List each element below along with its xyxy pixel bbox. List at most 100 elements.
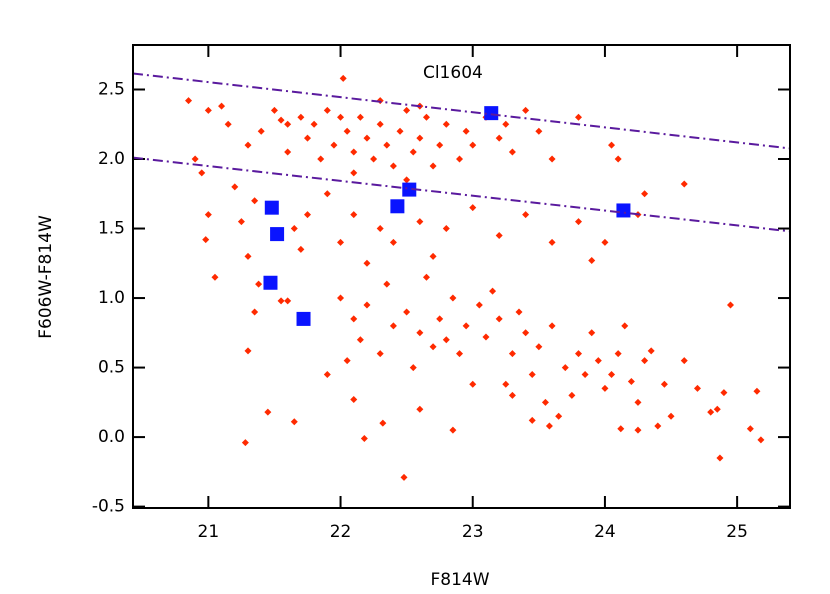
diamond-point — [244, 252, 252, 260]
diamond-point — [251, 308, 259, 316]
diamond-point — [601, 384, 609, 392]
diamond-point — [376, 350, 384, 358]
diamond-point — [508, 350, 516, 358]
diamond-point — [449, 294, 457, 302]
diamond-point — [264, 408, 272, 416]
y-tick-label: 0.5 — [98, 358, 125, 378]
diamond-point — [495, 231, 503, 239]
diamond-point — [241, 439, 249, 447]
diamond-point — [370, 155, 378, 163]
diamond-point — [508, 148, 516, 156]
diamond-point — [660, 380, 668, 388]
diamond-point — [204, 211, 212, 219]
y-tick-label: 1.5 — [98, 219, 125, 239]
diamond-point — [495, 315, 503, 323]
square-point — [296, 311, 311, 326]
diamond-point — [429, 343, 437, 351]
diamond-point — [284, 297, 292, 305]
diamond-point — [350, 169, 358, 177]
diamond-point — [237, 218, 245, 226]
square-point — [402, 182, 417, 197]
diamond-point — [290, 418, 298, 426]
diamond-point — [746, 425, 754, 433]
diamond-point — [403, 176, 411, 184]
diamond-point — [720, 389, 728, 397]
diamond-point — [581, 371, 589, 379]
diamond-point — [707, 408, 715, 416]
diamond-point — [363, 259, 371, 267]
diamond-point — [502, 380, 510, 388]
diamond-point — [535, 127, 543, 135]
diamond-point — [528, 416, 536, 424]
diamond-point — [310, 120, 318, 128]
y-axis-label: F606W-F814W — [36, 215, 56, 339]
x-tick-label: 21 — [198, 522, 220, 542]
square-point — [263, 275, 278, 290]
diamond-point — [693, 384, 701, 392]
diamond-point — [621, 322, 629, 330]
diamond-point — [389, 238, 397, 246]
diamond-point — [574, 113, 582, 121]
diamond-point — [350, 315, 358, 323]
diamond-point — [297, 113, 305, 121]
diamond-point — [356, 336, 364, 344]
diamond-point — [257, 127, 265, 135]
diamond-point — [416, 134, 424, 142]
diamond-point — [323, 190, 331, 198]
diamond-point — [416, 405, 424, 413]
diamond-point — [594, 357, 602, 365]
diamond-point — [654, 422, 662, 430]
diamond-point — [339, 74, 347, 82]
guide-line — [133, 72, 790, 150]
x-tick-label: 24 — [594, 522, 616, 542]
square-point — [484, 106, 499, 121]
diamond-point — [409, 364, 417, 372]
diamond-point — [383, 141, 391, 149]
diamond-point — [475, 301, 483, 309]
diamond-point — [251, 197, 259, 205]
diamond-point — [350, 211, 358, 219]
diamond-point — [396, 127, 404, 135]
diamond-point — [456, 350, 464, 358]
diamond-point — [634, 398, 642, 406]
diamond-point — [608, 371, 616, 379]
diamond-point — [317, 155, 325, 163]
diamond-point — [753, 387, 761, 395]
diamond-point — [389, 162, 397, 170]
y-tick-label: 0.0 — [98, 427, 125, 447]
diamond-point — [555, 412, 563, 420]
diamond-point — [574, 350, 582, 358]
x-tick-label: 22 — [330, 522, 352, 542]
diamond-point — [363, 134, 371, 142]
diamond-point — [363, 301, 371, 309]
diamond-point — [541, 398, 549, 406]
diamond-point — [515, 308, 523, 316]
diamond-point — [297, 245, 305, 253]
diamond-point — [422, 113, 430, 121]
diamond-point — [601, 238, 609, 246]
diamond-point — [442, 120, 450, 128]
y-tick-label: 2.5 — [98, 79, 125, 99]
diamond-point — [495, 134, 503, 142]
diamond-point — [449, 426, 457, 434]
diamond-point — [545, 422, 553, 430]
diamond-point — [323, 371, 331, 379]
diamond-point — [548, 322, 556, 330]
diamond-point — [469, 141, 477, 149]
diamond-point — [680, 357, 688, 365]
diamond-point — [588, 257, 596, 265]
diamond-point — [442, 336, 450, 344]
diamond-point — [403, 106, 411, 114]
guide-line — [133, 156, 790, 233]
diamond-point — [522, 106, 530, 114]
diamond-point — [727, 301, 735, 309]
diamond-point — [416, 218, 424, 226]
diamond-point — [608, 141, 616, 149]
diamond-point — [343, 127, 351, 135]
diamond-point — [303, 211, 311, 219]
diamond-point — [284, 120, 292, 128]
y-tick-label: 1.0 — [98, 288, 125, 308]
diamond-point — [330, 141, 338, 149]
